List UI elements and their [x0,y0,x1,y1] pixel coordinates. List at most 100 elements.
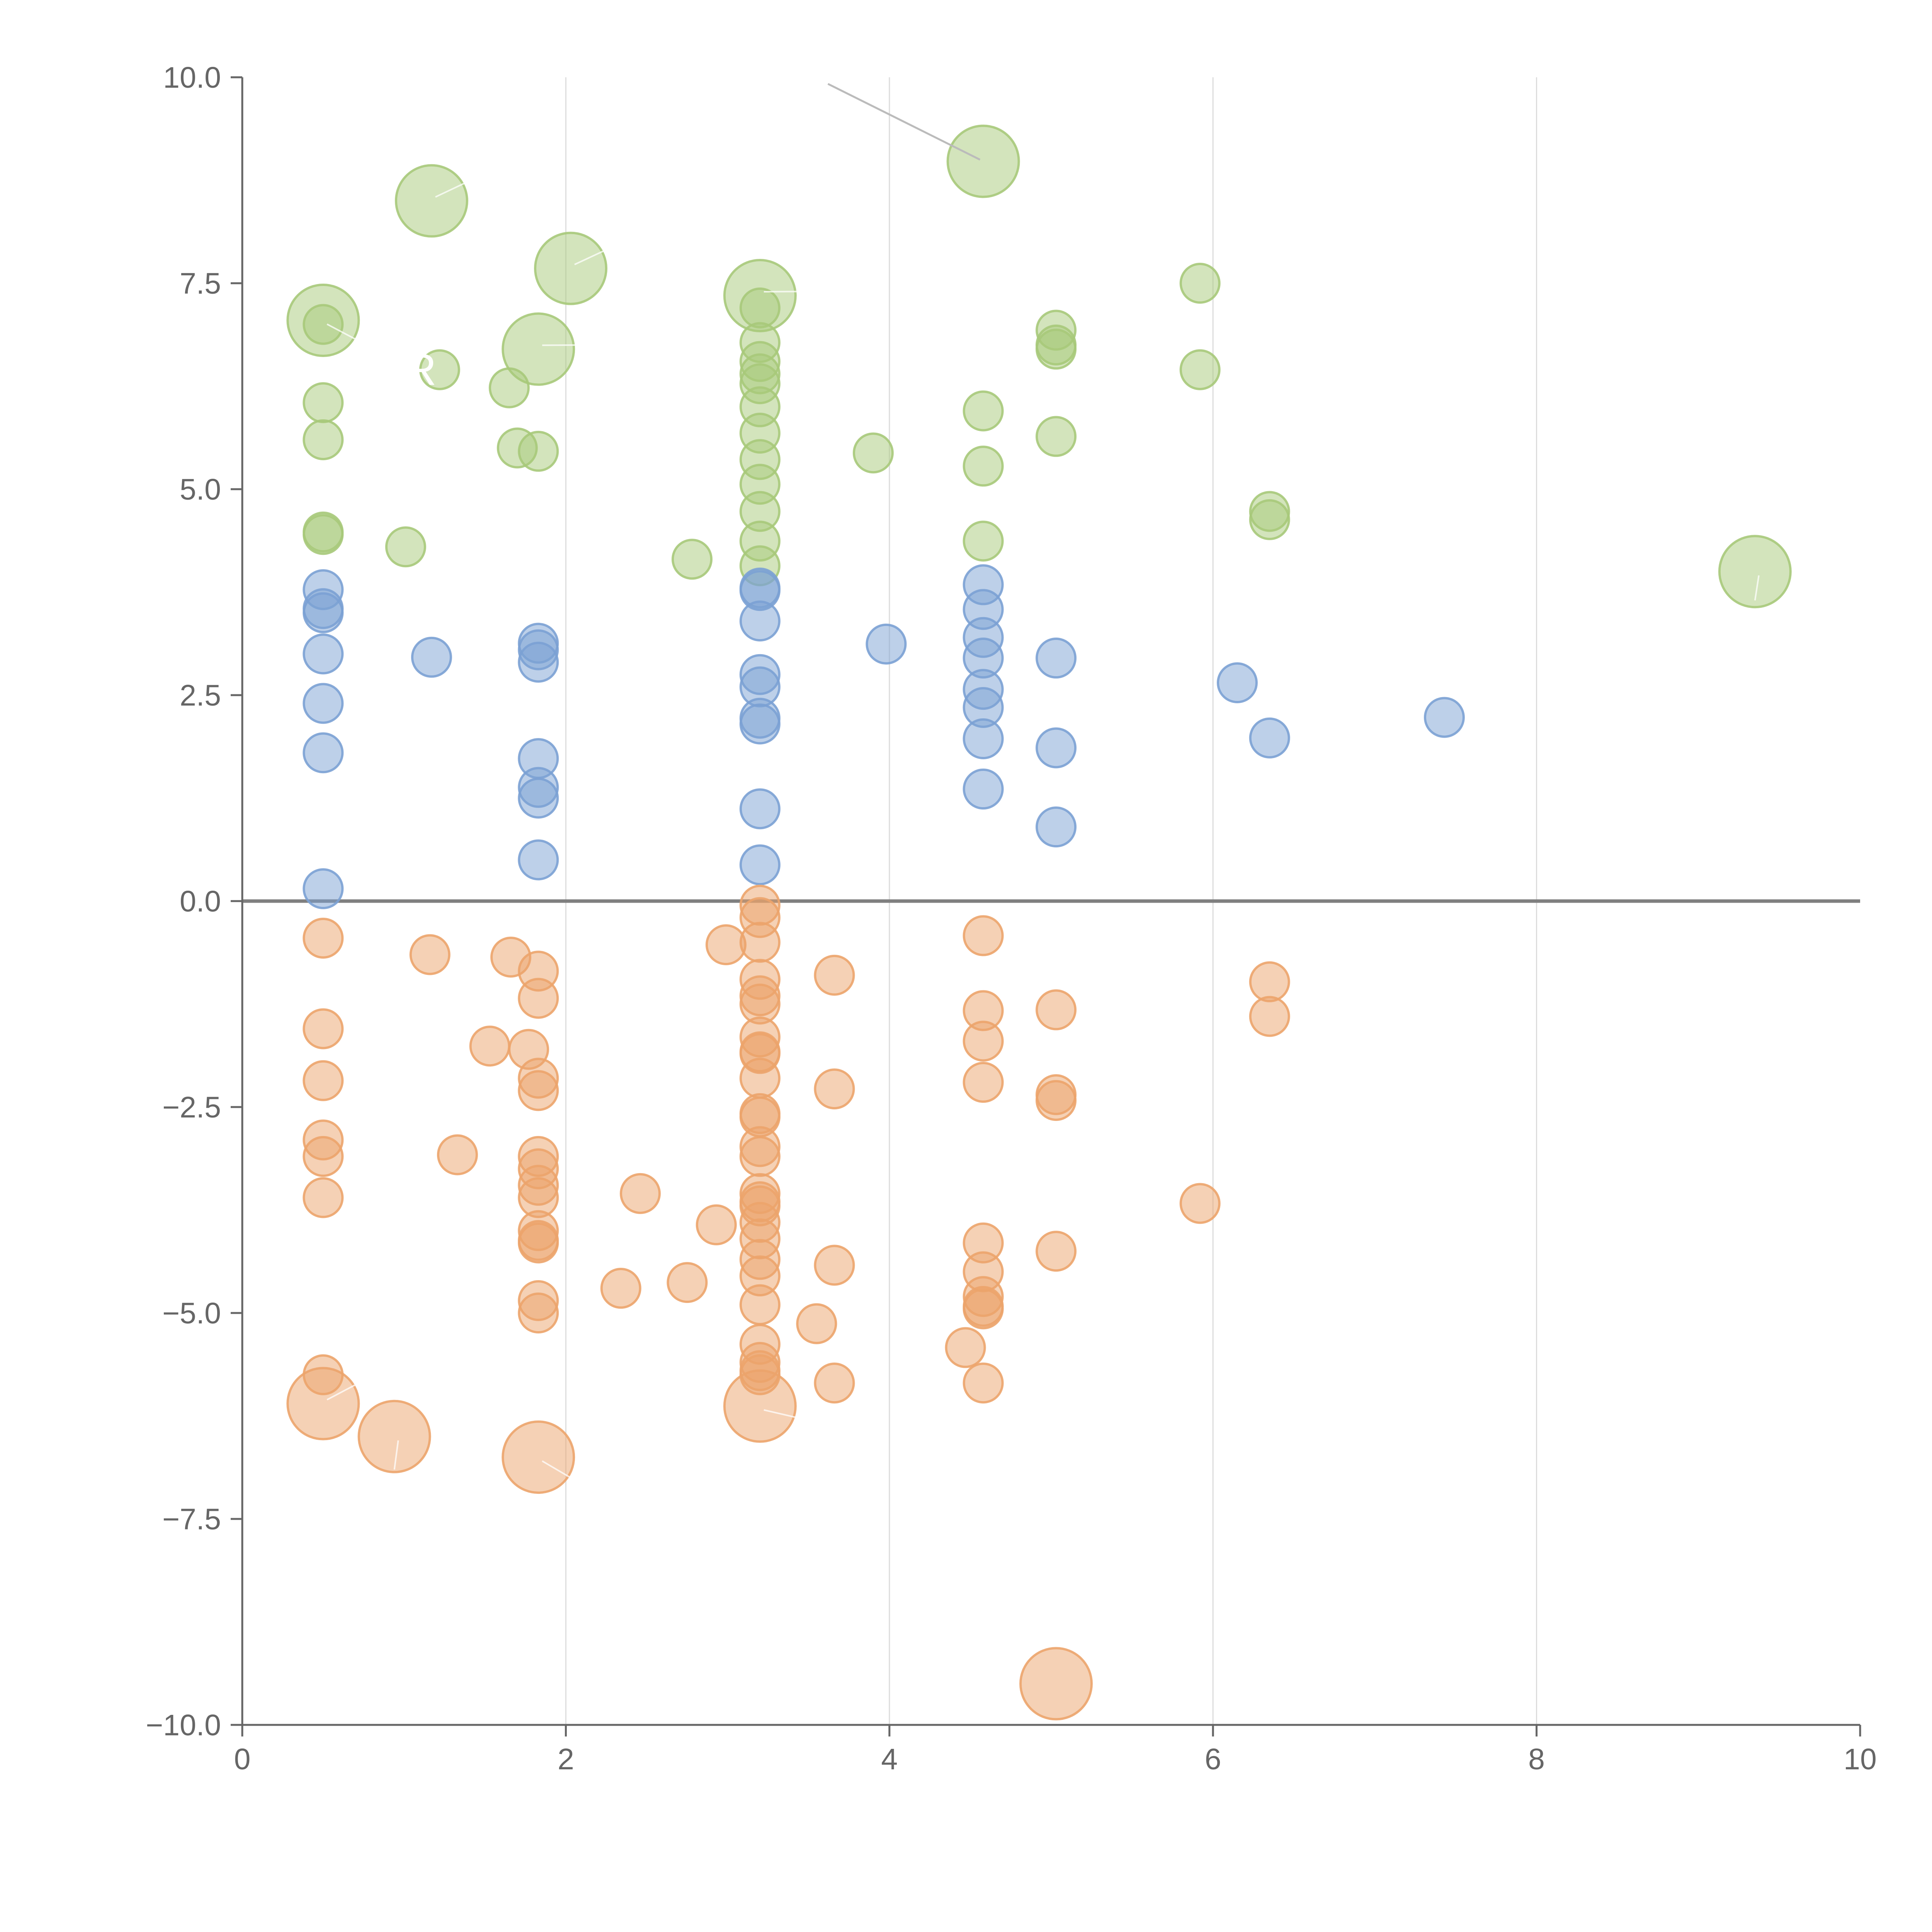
x-tick-label: 2 [558,1743,574,1776]
point-orange [739,922,781,963]
y-tick-label: −10.0 [146,1709,221,1742]
y-tick-label: 0.0 [180,885,221,918]
point-blue [1036,806,1077,848]
point-blue [866,623,907,665]
bubble-highlight [542,1460,571,1479]
stray-label: R [404,345,436,395]
point-orange [409,934,451,975]
x-axis-ticks: 0 2 4 6 8 10 [234,1725,1877,1776]
point-orange [303,1177,344,1218]
point-blue [739,844,781,886]
point-blue [1036,638,1077,679]
point-orange [963,1062,1004,1103]
annotation-leaders [327,83,1760,1479]
point-green-large [1718,535,1792,609]
point-green [303,382,344,423]
point-orange-large [502,1420,575,1494]
point-orange [945,1327,986,1368]
point-orange [1036,1080,1077,1121]
point-orange [518,978,559,1019]
point-orange [303,1060,344,1101]
point-orange [667,1262,708,1303]
point-orange-large [357,1400,431,1473]
point-green [852,432,894,474]
point-orange [518,1222,559,1264]
point-orange [620,1173,661,1214]
y-tick-label: −5.0 [162,1297,221,1330]
point-blue [1423,697,1465,738]
point-green [1179,349,1221,390]
y-tick-label: −7.5 [162,1503,221,1536]
x-tick-label: 10 [1844,1743,1877,1776]
bubble-highlight [393,1440,399,1470]
point-orange [814,1245,855,1286]
point-orange [739,1136,781,1177]
point-orange [518,1070,559,1111]
point-blue [518,839,559,881]
point-orange [518,1293,559,1333]
point-orange [814,954,855,996]
point-orange [705,924,747,965]
point-blue [1249,717,1290,759]
point-green [303,419,344,461]
point-orange [796,1303,837,1344]
point-orange [1036,989,1077,1031]
point-blue [518,777,559,819]
point-orange [963,915,1004,956]
point-blue [303,732,344,774]
point-green-large [534,231,607,305]
point-orange [303,1136,344,1177]
point-orange [1249,961,1290,1002]
point-orange-large [1019,1647,1093,1721]
point-blue [739,600,781,642]
point-green [303,514,344,555]
point-orange [1179,1183,1221,1224]
y-tick-label: 5.0 [180,473,221,506]
point-green [963,446,1004,487]
point-orange [963,1362,1004,1404]
leader-line [827,83,981,161]
point-green [518,430,559,472]
point-green-large [502,312,575,386]
x-tick-label: 8 [1528,1743,1545,1776]
point-blue [303,592,344,633]
point-orange [303,917,344,959]
point-orange [437,1134,478,1175]
bubble-highlight [327,323,359,342]
point-orange [963,1020,1004,1062]
point-orange [739,1058,781,1099]
point-green-large [946,124,1020,198]
point-orange [469,1026,510,1067]
point-green [739,287,781,328]
data-points [286,124,1792,1721]
x-tick-label: 4 [881,1743,898,1776]
point-green [1036,328,1077,370]
point-orange [814,1068,855,1110]
x-tick-label: 6 [1205,1743,1221,1776]
point-orange [696,1204,737,1245]
point-green [385,526,426,568]
y-axis-ticks: 10.0 7.5 5.0 2.5 0.0 −2.5 −5.0 −7.5 −10.0 [146,61,242,1742]
point-green [1249,499,1290,540]
point-blue [1217,662,1258,704]
point-blue [1036,727,1077,769]
y-tick-label: 7.5 [180,267,221,300]
point-blue [963,718,1004,759]
point-blue [303,683,344,724]
point-blue [411,636,452,678]
point-orange [814,1362,855,1404]
point-blue [739,703,781,745]
point-green [671,539,713,580]
point-orange [303,1008,344,1049]
bubble-highlight [574,243,620,265]
point-green [419,349,460,390]
point-orange [600,1268,641,1309]
point-green-large [395,164,468,238]
point-orange [963,1288,1004,1330]
bubble-highlight [435,171,489,198]
x-tick-label: 0 [234,1743,251,1776]
point-orange [303,1354,344,1395]
point-blue [739,788,781,830]
y-tick-label: 2.5 [180,679,221,712]
bubble-highlight [327,1382,359,1401]
